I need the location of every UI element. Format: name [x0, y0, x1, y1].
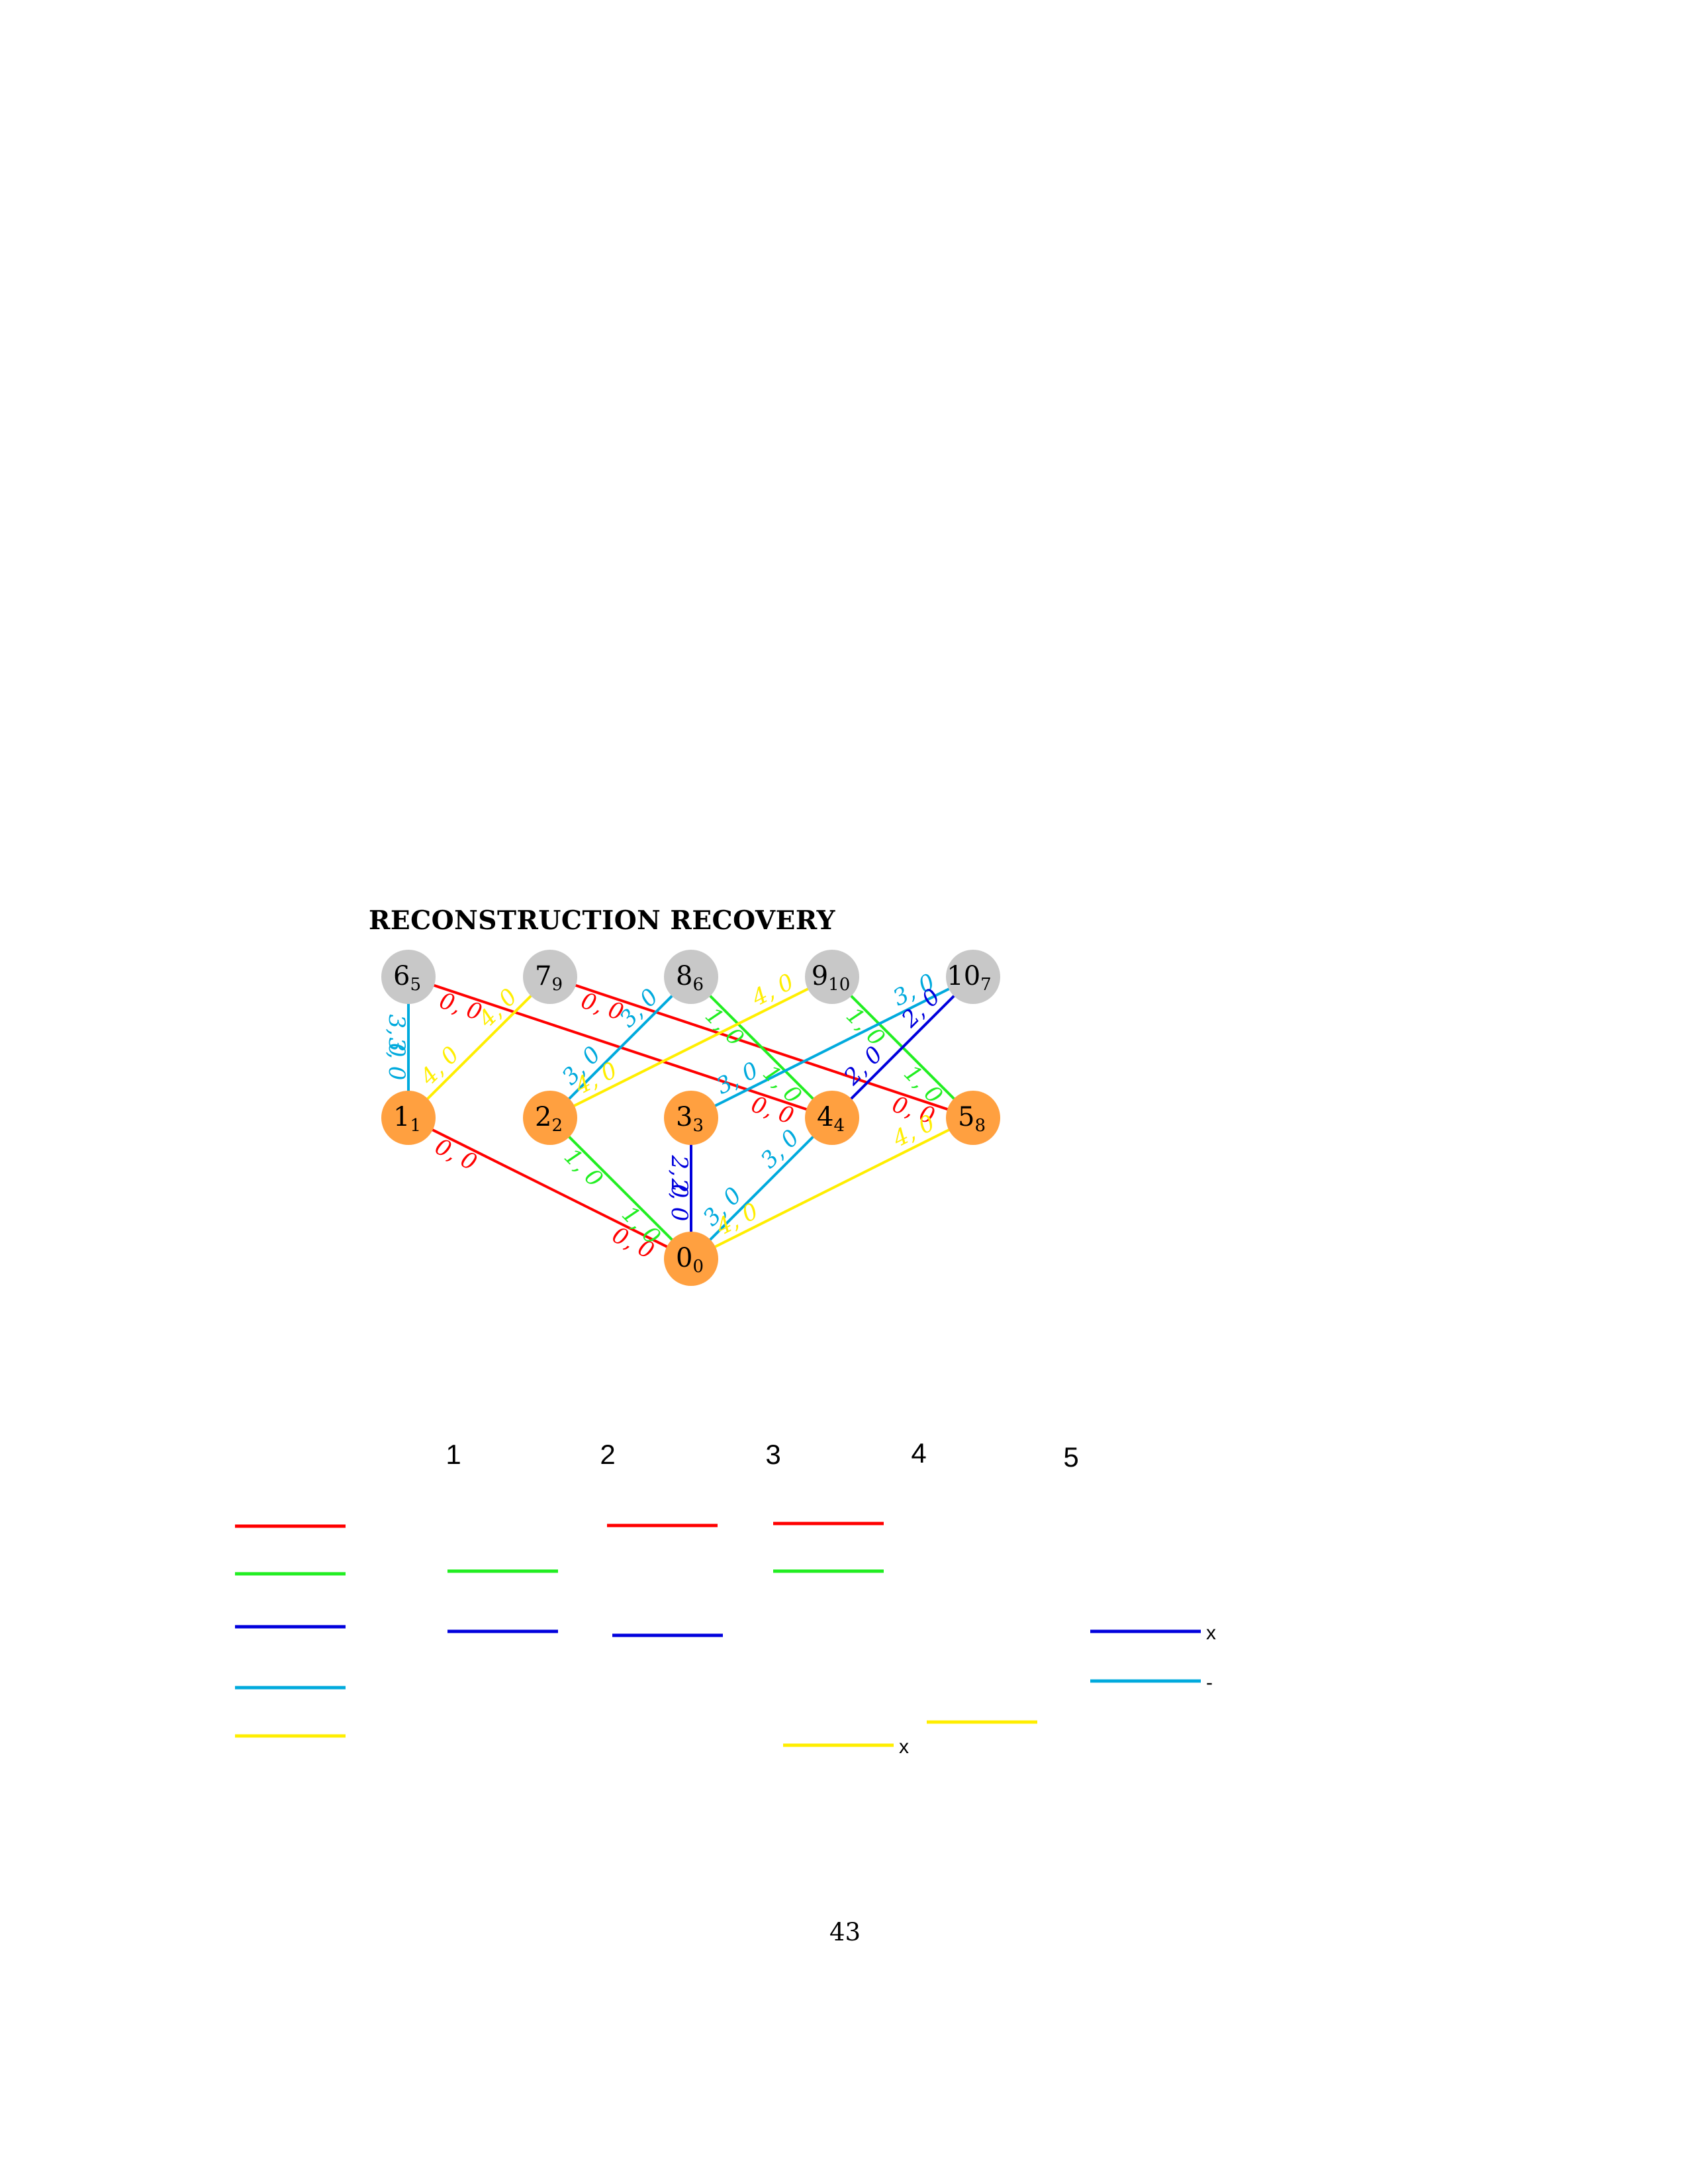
node-circle: [664, 1091, 718, 1145]
node-circle: [381, 1091, 436, 1145]
schedule-column-header-1: 1: [445, 1439, 461, 1470]
node-subscript: 6: [692, 975, 704, 995]
node-subscript: 1: [410, 1116, 421, 1136]
node-3: 33: [664, 1091, 718, 1145]
node-subscript: 5: [410, 975, 421, 995]
schedule-column-header-4: 4: [911, 1437, 926, 1469]
edge-7-1: [407, 976, 551, 1119]
node-subscript: 0: [692, 1257, 704, 1277]
node-label: 86: [676, 961, 704, 995]
node-circle: [523, 950, 577, 1004]
node-circle: [805, 1091, 859, 1145]
figure-title: RECONSTRUCTION RECOVERY: [369, 905, 835, 936]
edge-label-3-0-to: 2, 0: [666, 1178, 692, 1222]
node-subscript: 8: [974, 1116, 986, 1136]
edge-10-4: [831, 976, 974, 1119]
node-10: 107: [946, 950, 1000, 1004]
node-4: 44: [805, 1091, 859, 1145]
node-circle: [946, 1091, 1000, 1145]
edge-8-2: [549, 976, 692, 1119]
schedule-column-header-5: 5: [1063, 1441, 1078, 1473]
edge-8-4: [690, 976, 833, 1119]
edge-4-0: [690, 1116, 833, 1260]
node-subscript: 7: [980, 975, 992, 995]
page-number: 43: [829, 1918, 861, 1946]
schedule-mark-5-cyan: -: [1206, 1672, 1213, 1694]
node-0: 00: [664, 1232, 718, 1286]
node-5: 58: [946, 1091, 1000, 1145]
edge-label-3-0-from: 2, 0: [666, 1155, 692, 1199]
edge-5-0: [690, 1116, 974, 1260]
edge-label-6-1-from: 3, 0: [383, 1015, 410, 1058]
node-6: 65: [381, 950, 436, 1004]
node-subscript: 2: [551, 1116, 563, 1136]
node-8: 86: [664, 950, 718, 1004]
node-subscript: 10: [828, 975, 850, 995]
node-circle: [946, 950, 1000, 1004]
schedule-mark-3-yellow: x: [899, 1736, 909, 1758]
schedule-mark-5-blue: x: [1206, 1622, 1216, 1644]
node-circle: [664, 950, 718, 1004]
node-circle: [381, 950, 436, 1004]
node-circle: [664, 1232, 718, 1286]
node-subscript: 3: [692, 1116, 704, 1136]
edge-10-3: [690, 976, 974, 1119]
schedule-column-header-2: 2: [600, 1439, 615, 1470]
node-7: 79: [523, 950, 577, 1004]
edge-1-0: [408, 1116, 692, 1260]
node-subscript: 9: [551, 975, 563, 995]
node-2: 22: [523, 1091, 577, 1145]
node-circle: [805, 950, 859, 1004]
edge-2-0: [549, 1116, 692, 1260]
schedule-column-header-3: 3: [765, 1439, 780, 1470]
edge-label-6-1-to: 3, 0: [383, 1038, 410, 1081]
node-subscript: 4: [833, 1116, 845, 1136]
edge-9-2: [549, 976, 833, 1119]
node-circle: [523, 1091, 577, 1145]
node-9: 910: [805, 950, 859, 1004]
node-1: 11: [381, 1091, 436, 1145]
